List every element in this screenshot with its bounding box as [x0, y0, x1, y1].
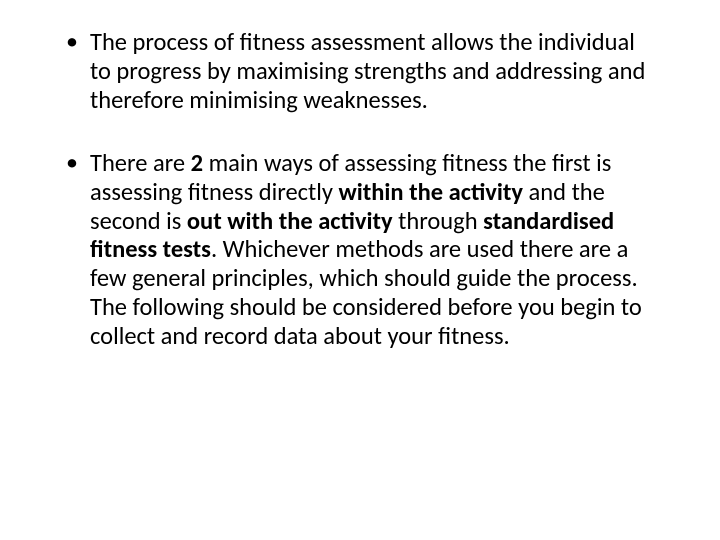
bullet-text: There are 2 main ways of assessing fitne…: [90, 148, 642, 351]
slide: The process of fitness assessment allows…: [0, 0, 720, 540]
bullet-list: The process of fitness assessment allows…: [60, 28, 660, 351]
bullet-item: There are 2 main ways of assessing fitne…: [60, 149, 660, 351]
bullet-text: The process of fitness assessment allows…: [90, 27, 645, 115]
bullet-item: The process of fitness assessment allows…: [60, 28, 660, 115]
